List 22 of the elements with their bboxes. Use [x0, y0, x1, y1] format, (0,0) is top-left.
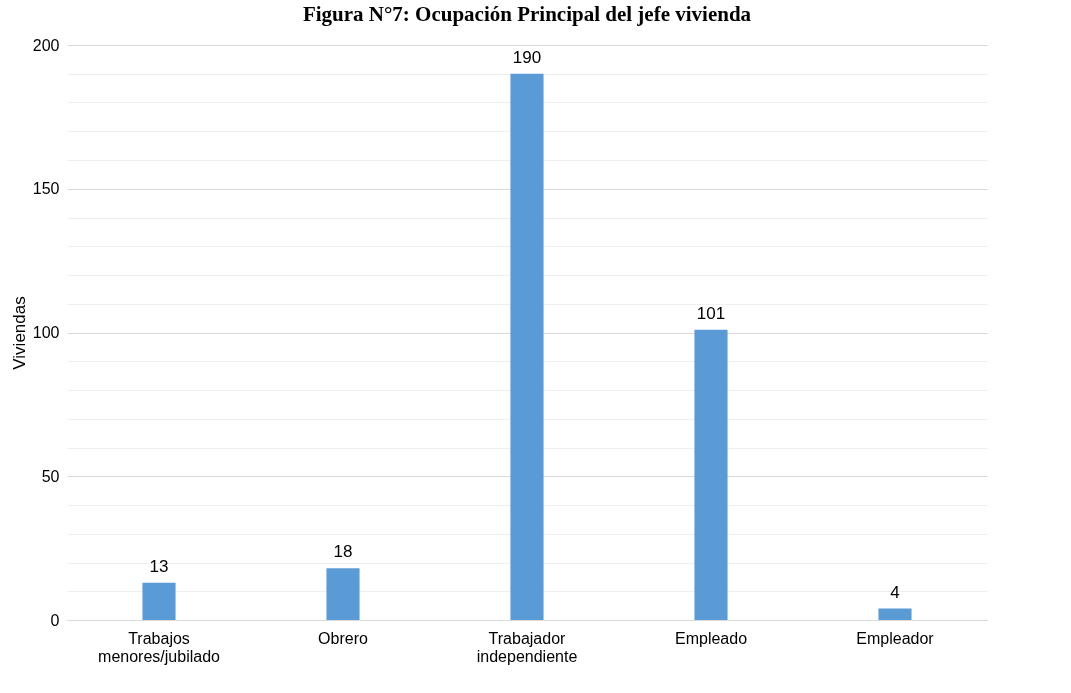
y-tick-label: 200	[32, 36, 60, 54]
bar	[142, 582, 176, 620]
x-tick-label: Trabajos menores/jubilado	[98, 629, 221, 665]
data-label: 18	[333, 542, 353, 562]
x-tick-label: Obrero	[318, 629, 368, 647]
y-axis-title: Viviendas	[9, 296, 29, 370]
y-tick-label: 100	[32, 324, 60, 341]
data-label: 4	[890, 582, 900, 602]
data-label: 101	[696, 303, 726, 323]
bar	[878, 608, 912, 620]
bar	[694, 329, 728, 620]
bar	[326, 568, 360, 620]
x-tick-label: Empleador	[856, 629, 935, 647]
y-tick-label: 50	[41, 467, 60, 485]
y-tick-label: 150	[32, 180, 60, 198]
x-tick-label: Empleado	[674, 629, 748, 647]
data-label: 13	[149, 556, 169, 576]
y-tick-label: 0	[50, 611, 60, 629]
data-label: 190	[512, 47, 542, 67]
x-tick-label: Trabajador independiente	[476, 629, 578, 665]
bar	[510, 73, 544, 620]
chart-title: Figura N°7: Ocupación Principal del jefe vivienda	[302, 2, 752, 26]
